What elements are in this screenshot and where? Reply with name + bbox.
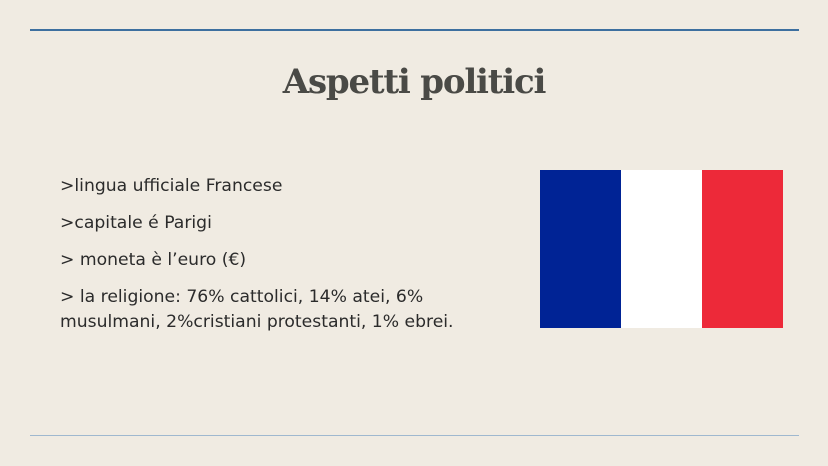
top-divider: [30, 29, 799, 31]
bullet-item-language: >lingua ufficiale Francese: [60, 176, 283, 196]
flag-red-band: [702, 170, 783, 328]
bullet-list: >lingua ufficiale Francese >capitale é P…: [60, 174, 510, 347]
bullet-item-religion: > la religione: 76% cattolici, 14% atei,…: [60, 287, 454, 332]
flag-blue-band: [540, 170, 621, 328]
bullet-item-capital: >capitale é Parigi: [60, 213, 212, 233]
flag-white-band: [621, 170, 702, 328]
france-flag-image: [540, 170, 783, 328]
bullet-item-currency: > moneta è l’euro (€): [60, 250, 247, 270]
bottom-divider: [30, 435, 799, 436]
slide-title: Aspetti politici: [282, 62, 547, 102]
